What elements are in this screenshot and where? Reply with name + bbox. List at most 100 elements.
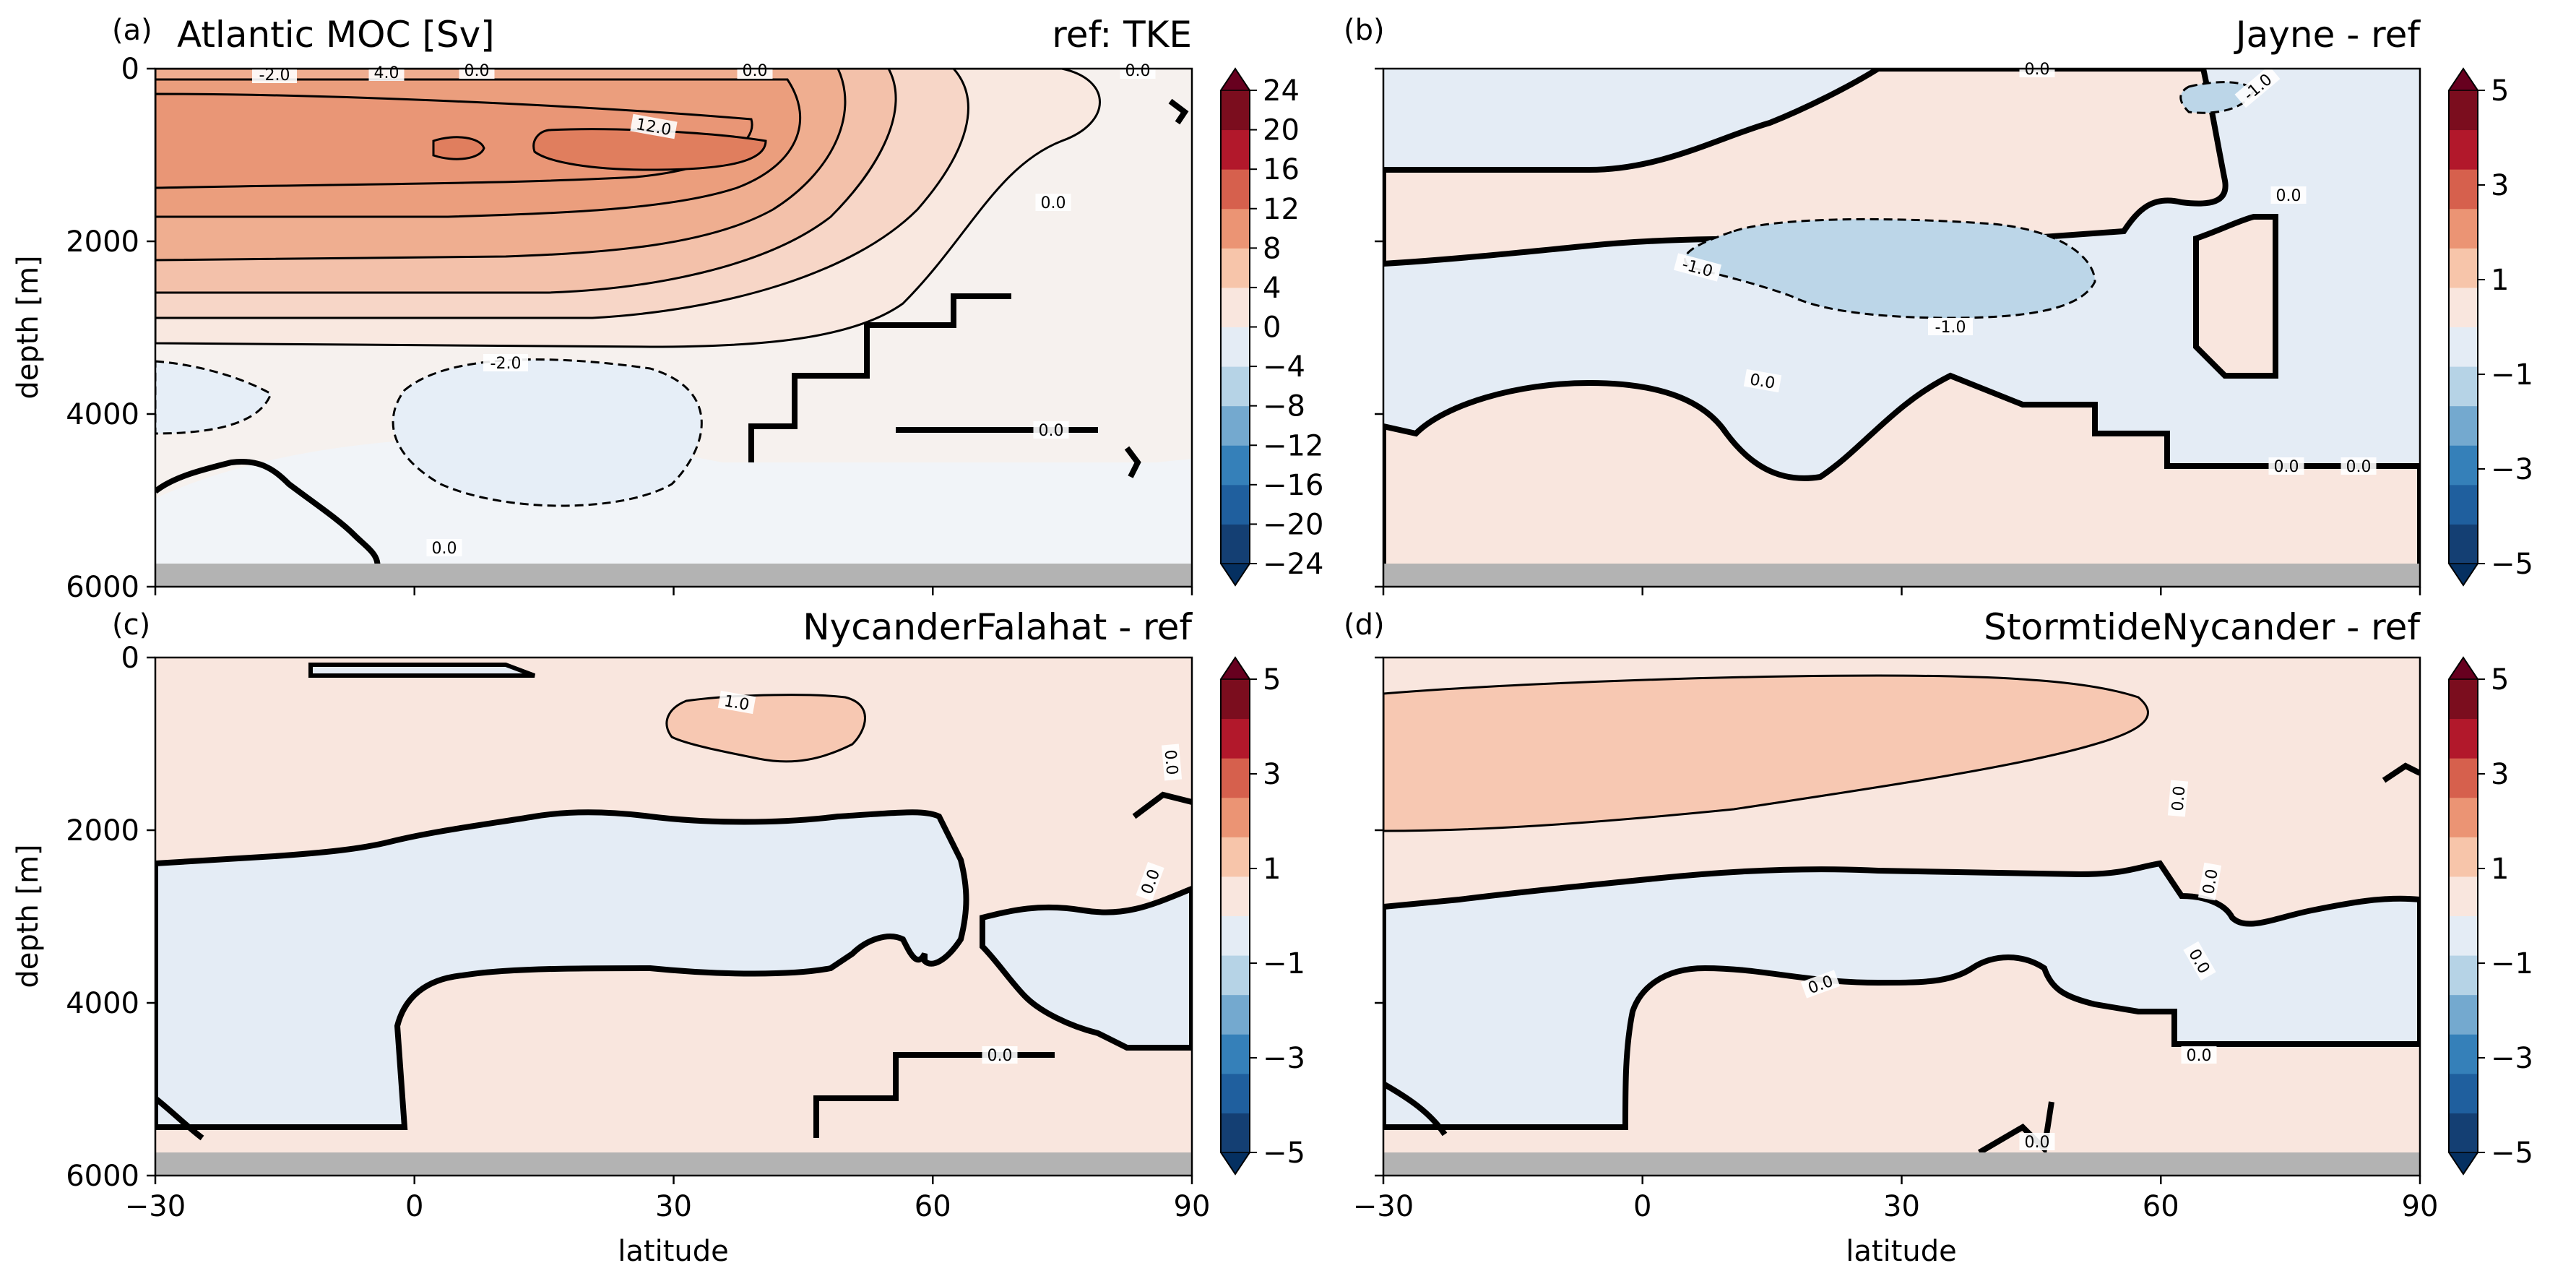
colorbar-band xyxy=(1221,366,1250,407)
colorbar-tick-label: −3 xyxy=(2491,1042,2533,1075)
contour-label: 0.0 xyxy=(1033,421,1069,440)
y-tick-label: 4000 xyxy=(66,987,139,1020)
panel-b-plot xyxy=(1383,69,2420,587)
panel-c-land xyxy=(155,1152,1192,1176)
panel-a-plot xyxy=(155,69,1192,587)
colorbar-extend-min xyxy=(1219,563,1251,587)
colorbar-extend-max xyxy=(2447,67,2479,91)
colorbar-band xyxy=(1221,445,1250,486)
contour-label: 0.0 xyxy=(2268,457,2304,476)
colorbar-tick-label: 5 xyxy=(1263,663,1281,697)
x-tick-label: 60 xyxy=(2143,1190,2179,1223)
panel-c-ylabel: depth [m] xyxy=(12,844,45,988)
panel-b-positive-north xyxy=(2193,214,2278,379)
contour-label-bg xyxy=(1800,970,1841,999)
panel-b-letter: (b) xyxy=(1344,14,1385,47)
x-tick-label: 60 xyxy=(915,1190,951,1223)
x-tick-label: 0 xyxy=(405,1190,423,1223)
contour-label-bg xyxy=(1120,61,1156,79)
colorbar-band xyxy=(2449,1034,2478,1074)
contour-label-text: 0.0 xyxy=(2274,458,2299,476)
y-tick-label: 4000 xyxy=(66,398,139,431)
colorbar-tick-label: −1 xyxy=(2491,947,2533,980)
colorbar-band xyxy=(2449,90,2478,131)
colorbar-tick-label: 20 xyxy=(1263,114,1300,147)
colorbar-tick-label: 1 xyxy=(2491,264,2509,297)
panel-c-colorbar: 5 3 1 −1 −3 −5 xyxy=(1219,656,1305,1176)
y-tick-label: 2000 xyxy=(66,814,139,848)
contour-label: 0.0 xyxy=(1120,61,1156,80)
colorbar-band xyxy=(2449,208,2478,249)
contour-label: 0.0 xyxy=(2181,1046,2217,1065)
panel-a-zero-contour-north xyxy=(748,293,1011,462)
panel-d-negative-mid xyxy=(1383,860,2420,1130)
contour-label-bg xyxy=(2183,941,2216,981)
contour-label: 0.0 xyxy=(426,539,462,558)
contour-label-bg xyxy=(483,354,528,371)
panel-c-x-axis: −30 0 30 60 90 xyxy=(125,1176,1210,1223)
contour-label-bg xyxy=(2341,457,2377,475)
colorbar-band xyxy=(1221,287,1250,327)
y-tick-label: 6000 xyxy=(66,1160,139,1193)
colorbar-band xyxy=(2449,718,2478,759)
contour-label: 0.0 xyxy=(459,61,495,80)
contour-label: 4.0 xyxy=(368,64,405,82)
panel-c-letter: (c) xyxy=(112,608,150,642)
panel-c-surface-contour xyxy=(308,663,536,678)
colorbar-band xyxy=(2449,169,2478,210)
panel-d-x-axis: −30 0 30 60 90 xyxy=(1353,1176,2439,1223)
panel-c-zero-contour-ne xyxy=(1132,791,1192,819)
panel-d-title-right: StormtideNycander - ref xyxy=(1984,606,2421,648)
contour-label-text: 4.0 xyxy=(374,64,399,82)
contour-label-bg xyxy=(1673,253,1722,282)
panel-a-title: Atlantic MOC [Sv] xyxy=(177,14,495,56)
panel-d-xlabel: latitude xyxy=(1846,1235,1956,1263)
y-tick-label: 6000 xyxy=(66,571,139,604)
y-tick-label: 0 xyxy=(121,642,139,675)
colorbar-band xyxy=(1221,837,1250,877)
colorbar-tick-label: −20 xyxy=(1263,508,1323,541)
contour-label-bg xyxy=(1743,368,1782,393)
colorbar-band xyxy=(2449,679,2478,720)
panel-b-x-axis xyxy=(1382,587,2421,595)
panel-b-contour-labels: 0.0-1.00.0-1.0-1.00.00.0 0.0 xyxy=(1673,60,2377,476)
contour-label-text: 0.0 xyxy=(2169,785,2190,812)
panel-a: -2.0 4.0 0.0 0.0 0.012.00.0-2.00.00.0 020004… xyxy=(12,14,1323,604)
contour-label: -2.0 xyxy=(483,354,528,373)
colorbar-tick-label: −3 xyxy=(2491,453,2533,486)
panel-c-zero-contour-sw xyxy=(155,1095,204,1141)
contour-label-text: -1.0 xyxy=(1935,319,1966,337)
colorbar-band xyxy=(1221,90,1250,131)
colorbar-tick-label: −8 xyxy=(1263,390,1305,423)
panel-c-title-right: NycanderFalahat - ref xyxy=(803,606,1193,648)
contour-label-bg xyxy=(2019,1133,2055,1150)
colorbar-band xyxy=(1221,248,1250,288)
colorbar-band xyxy=(1221,1034,1250,1074)
colorbar-band xyxy=(2449,287,2478,327)
contour-label-bg xyxy=(459,61,495,79)
colorbar-tick-label: 3 xyxy=(2491,169,2509,202)
colorbar-band xyxy=(1221,129,1250,170)
contour-label-bg xyxy=(982,1046,1018,1064)
contour-label-text: 0.0 xyxy=(743,62,768,80)
contour-label: 1.0 xyxy=(717,690,756,715)
colorbar-tick-label: 3 xyxy=(1263,758,1281,791)
contour-label-bg xyxy=(2270,186,2307,204)
panel-a-zero-contour-deep xyxy=(155,459,381,576)
panel-d-land xyxy=(1383,1152,2420,1176)
contour-label-bg xyxy=(2167,780,2189,817)
colorbar-extend-min xyxy=(2447,563,2479,587)
contour-label-text: 1.0 xyxy=(722,692,751,715)
colorbar-extend-min xyxy=(1219,1152,1251,1176)
contour-label: 0.0 xyxy=(737,61,773,80)
panel-a-negative-cell xyxy=(392,358,703,507)
colorbar-tick-label: −3 xyxy=(1263,1042,1305,1075)
panel-a-zero-contour-ne xyxy=(1168,98,1189,125)
panel-b-land xyxy=(1383,564,2420,587)
panel-d-zero-contour-sw xyxy=(1383,1081,1448,1137)
contour-label-bg xyxy=(1161,743,1183,781)
x-tick-label: 90 xyxy=(2402,1190,2439,1223)
colorbar-band xyxy=(1221,797,1250,837)
colorbar-extend-max xyxy=(1219,67,1251,91)
